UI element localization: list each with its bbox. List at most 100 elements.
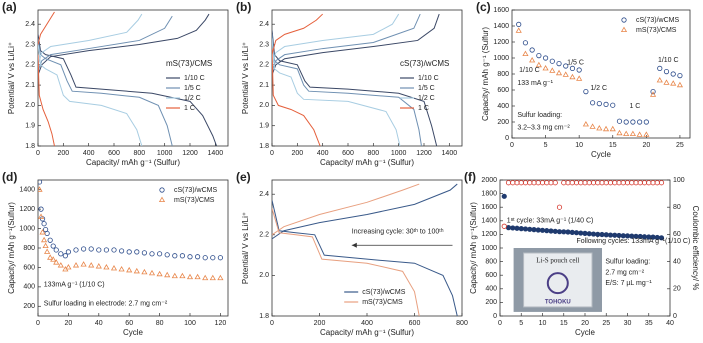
x-tick-label: 600 <box>342 150 354 157</box>
point <box>542 55 549 61</box>
point <box>47 237 53 243</box>
x-tick-label: 20 <box>581 320 589 327</box>
y-tick-label: 200 <box>23 303 35 310</box>
point <box>111 247 117 253</box>
charge-curve <box>38 11 55 45</box>
y-tick-label: 800 <box>497 71 509 78</box>
point <box>522 50 529 56</box>
point <box>555 69 563 76</box>
discharge-curve <box>38 54 55 146</box>
point <box>47 254 54 260</box>
point <box>646 180 652 186</box>
point <box>607 180 614 186</box>
point <box>535 61 542 68</box>
point <box>179 253 185 259</box>
point <box>624 180 631 186</box>
y-tick-label: 1400 <box>493 23 509 30</box>
point <box>194 273 201 280</box>
x-tick-label: 400 <box>83 150 95 157</box>
y-tick-label: 1600 <box>481 204 497 211</box>
point <box>164 252 170 258</box>
x-tick-label: 25 <box>676 142 684 149</box>
point <box>88 262 95 268</box>
point <box>141 250 147 256</box>
x-tick-label: 1200 <box>182 150 198 157</box>
x-tick-label: 120 <box>215 320 227 327</box>
point <box>148 269 156 276</box>
y-tick-label: 1.8 <box>259 313 269 320</box>
x-tick-label: 100 <box>184 320 196 327</box>
panel-label: (d) <box>2 170 17 184</box>
point <box>599 231 605 238</box>
y-tick-label: 1.9 <box>259 123 269 130</box>
x-tick-label: 80 <box>156 320 164 327</box>
legend-title: mS(73)/CMS <box>166 59 212 68</box>
x-tick-label: 800 <box>456 320 468 327</box>
point <box>612 180 618 186</box>
charge-curve <box>272 183 458 240</box>
point <box>663 79 670 85</box>
point <box>658 235 665 241</box>
point <box>217 255 223 261</box>
point <box>202 255 208 261</box>
point <box>670 80 677 86</box>
point <box>620 180 626 186</box>
x-tick-label: 60 <box>125 320 133 327</box>
point <box>195 254 201 260</box>
y-tick-label: 1.8 <box>259 143 269 150</box>
x-tick-label: 1400 <box>208 150 224 157</box>
point <box>578 180 584 186</box>
x-tick-label: 25 <box>602 320 610 327</box>
y-tick-label: 2.1 <box>259 82 269 89</box>
legend-label: mS(73)/CMS <box>636 27 677 34</box>
legend-label: 1/10 C <box>184 75 205 82</box>
point <box>650 89 656 95</box>
point <box>548 228 554 234</box>
x-tick-label: 1200 <box>416 150 432 157</box>
point <box>595 180 601 186</box>
y-tick-label: 1600 <box>493 7 509 14</box>
inset-title: Li-S pouch cell <box>536 257 579 265</box>
point <box>50 256 57 262</box>
point <box>556 229 563 235</box>
y2-tick-label: 40 <box>673 258 681 265</box>
point <box>578 230 584 236</box>
point <box>607 232 614 238</box>
point <box>569 73 576 80</box>
point <box>561 229 567 235</box>
point <box>522 180 529 186</box>
point <box>629 130 636 136</box>
point <box>569 180 575 186</box>
discharge-curve <box>272 38 401 146</box>
point <box>514 180 520 186</box>
y-tick-label: 1200 <box>19 206 35 213</box>
y-axis-label: Potential/ V vs Li/Li⁺ <box>7 42 16 114</box>
legend-label: mS(73)/CMS <box>362 299 403 306</box>
series-layer <box>515 17 684 137</box>
x-tick-label: 200 <box>57 150 69 157</box>
y-axis-label: Potential/ V vs Li/Li⁺ <box>241 212 250 284</box>
point <box>549 67 556 73</box>
y-tick-label: 2.4 <box>259 191 269 198</box>
point <box>643 119 649 125</box>
y-tick-label: 1800 <box>481 190 497 197</box>
point <box>602 125 610 132</box>
point <box>510 180 516 186</box>
series-layer <box>272 183 458 316</box>
annotation: 133mA g⁻¹ (1/10 C) <box>44 282 105 289</box>
point <box>119 248 125 254</box>
point <box>539 227 546 233</box>
arrow-head <box>351 242 357 248</box>
point <box>518 226 524 232</box>
x-tick-label: 15 <box>560 320 568 327</box>
point <box>569 65 576 72</box>
discharge-curve <box>272 34 422 146</box>
annotation: E/S: 7 µL mg⁻¹ <box>605 280 652 287</box>
y-tick-label: 2.1 <box>25 82 35 89</box>
x-tick-label: 35 <box>645 320 653 327</box>
point <box>676 81 684 88</box>
point <box>187 254 193 260</box>
annotation: 2.7 mg cm⁻² <box>605 269 644 276</box>
discharge-curve <box>38 38 173 146</box>
panel-label: (b) <box>236 0 251 14</box>
